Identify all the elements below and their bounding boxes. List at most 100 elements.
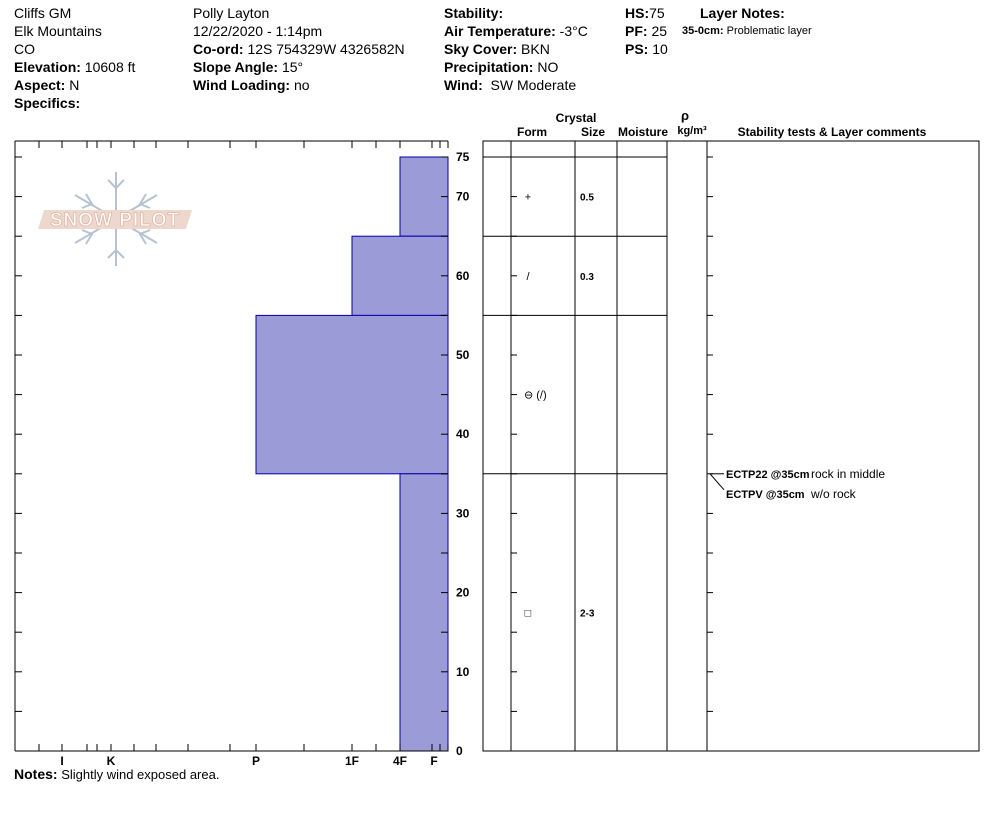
logo-text: SNOW PILOT bbox=[50, 210, 180, 231]
hardness-layer-bar bbox=[399, 156, 449, 237]
hardness-tick-label: F bbox=[430, 754, 437, 768]
size-header: Size bbox=[581, 125, 605, 139]
layer-note-row: 35-0cm: Problematic layer bbox=[682, 22, 812, 40]
depth-tick-label: 60 bbox=[456, 269, 470, 283]
depth-tick-label: 50 bbox=[456, 348, 470, 362]
layer-note-depth: 35-0cm: bbox=[682, 25, 724, 37]
stability-label: Stability: bbox=[444, 5, 504, 21]
precip-value: NO bbox=[537, 59, 559, 75]
layer-notes-heading: Layer Notes: bbox=[700, 4, 785, 22]
aspect-row: Aspect: N bbox=[14, 76, 135, 94]
depth-tick-label: 20 bbox=[456, 586, 470, 600]
state: CO bbox=[14, 41, 35, 57]
ps-row: PS: 10 bbox=[625, 40, 668, 58]
hs-value: 75 bbox=[649, 5, 665, 21]
wind-loading-label: Wind Loading: bbox=[193, 77, 291, 93]
ps-label: PS: bbox=[625, 41, 649, 57]
crystal-form-symbol: + bbox=[525, 192, 531, 204]
elevation-value: 10608 ft bbox=[84, 59, 136, 75]
air-temp-value: -3°C bbox=[559, 23, 588, 39]
specifics-label: Specifics: bbox=[14, 95, 81, 111]
hardness-tick-label: 1F bbox=[345, 754, 359, 768]
crystal-header: Crystal bbox=[556, 111, 597, 125]
stability-row: Stability: bbox=[444, 4, 588, 22]
depth-tick-label: 30 bbox=[456, 506, 470, 520]
header-weather-info: Stability: Air Temperature: -3°C Sky Cov… bbox=[444, 4, 588, 94]
slope-label: Slope Angle: bbox=[193, 59, 279, 75]
form-header: Form bbox=[517, 125, 547, 139]
precip-row: Precipitation: NO bbox=[444, 58, 588, 76]
hardness-layer-bar bbox=[255, 314, 449, 475]
hs-label: HS: bbox=[625, 5, 650, 21]
mountain-range: Elk Mountains bbox=[14, 23, 102, 39]
wind-loading-value: no bbox=[293, 77, 310, 93]
pf-label: PF: bbox=[625, 23, 648, 39]
notes-text: Slightly wind exposed area. bbox=[61, 767, 220, 782]
aspect-value: N bbox=[69, 77, 80, 93]
observer-name: Polly Layton bbox=[193, 5, 270, 21]
header-observer-info: Polly Layton 12/22/2020 - 1:14pm Co-ord:… bbox=[193, 4, 405, 94]
elevation-label: Elevation: bbox=[14, 59, 81, 75]
stability-test-comment: w/o rock bbox=[810, 487, 857, 501]
hardness-layer-bar bbox=[399, 473, 449, 752]
specifics-row: Specifics: bbox=[14, 94, 135, 112]
air-temp-label: Air Temperature: bbox=[444, 23, 556, 39]
hs-row: HS:75 bbox=[625, 4, 668, 22]
layer-notes-label: Layer Notes: bbox=[700, 5, 785, 21]
slope-row: Slope Angle: 15° bbox=[193, 58, 405, 76]
depth-tick-label: 70 bbox=[456, 190, 470, 204]
depth-tick-label: 75 bbox=[456, 150, 470, 164]
header-depth-info: HS:75 PF: 25 PS: 10 bbox=[625, 4, 668, 58]
layer-note-text: Problematic layer bbox=[726, 25, 812, 37]
hardness-tick-label: P bbox=[252, 754, 260, 768]
depth-tick-label: 40 bbox=[456, 427, 470, 441]
notes-row: Notes: Slightly wind exposed area. bbox=[14, 766, 219, 782]
pf-row: PF: 25 bbox=[625, 22, 668, 40]
crystal-form-symbol: / bbox=[526, 271, 530, 283]
crystal-panel: Crystal Form Size Moisture ρ kg/m³ Stability t… bbox=[482, 108, 980, 752]
sky-cover-label: Sky Cover: bbox=[444, 41, 518, 57]
crystal-size: 0.5 bbox=[580, 193, 594, 204]
hardness-tick-label: I bbox=[60, 754, 63, 768]
crystal-form-symbol: ⊖ (/) bbox=[524, 390, 547, 402]
pf-value: 25 bbox=[651, 23, 668, 39]
crystal-form-symbol: □ bbox=[525, 607, 532, 619]
observation-datetime: 12/22/2020 - 1:14pm bbox=[193, 23, 323, 39]
elevation-row: Elevation: 10608 ft bbox=[14, 58, 135, 76]
stability-test-name: ECTPV @35cm bbox=[726, 489, 805, 501]
stability-test-arrow bbox=[709, 473, 725, 491]
ps-value: 10 bbox=[652, 41, 668, 57]
hardness-panel: I K P 1F 4F F 0 10 20 30 40 50 60 70 75 bbox=[14, 140, 470, 768]
density-symbol-header: ρ bbox=[681, 108, 689, 123]
crystal-table-border bbox=[482, 140, 980, 752]
air-temp-row: Air Temperature: -3°C bbox=[444, 22, 588, 40]
sky-cover-value: BKN bbox=[521, 41, 550, 57]
wind-loading-row: Wind Loading: no bbox=[193, 76, 405, 94]
density-unit-header: kg/m³ bbox=[677, 125, 707, 137]
moisture-header: Moisture bbox=[618, 125, 668, 139]
hardness-tick-label: 4F bbox=[393, 754, 407, 768]
depth-tick-label: 10 bbox=[456, 665, 470, 679]
coord-row: Co-ord: 12S 754329W 4326582N bbox=[193, 40, 405, 58]
coord-label: Co-ord: bbox=[193, 41, 244, 57]
precip-label: Precipitation: bbox=[444, 59, 534, 75]
aspect-label: Aspect: bbox=[14, 77, 66, 93]
comments-header: Stability tests & Layer comments bbox=[738, 125, 927, 139]
notes-label: Notes: bbox=[14, 766, 58, 782]
crystal-size: 0.3 bbox=[580, 272, 594, 283]
sky-cover-row: Sky Cover: BKN bbox=[444, 40, 588, 58]
hardness-tick-label: K bbox=[107, 754, 116, 768]
hardness-layer-bar bbox=[351, 235, 449, 316]
wind-row: Wind: SW Moderate bbox=[444, 76, 588, 94]
snow-pilot-logo: SNOW PILOT bbox=[38, 172, 192, 266]
stability-test-name: ECTP22 @35cm bbox=[726, 469, 810, 481]
coord-value: 12S 754329W 4326582N bbox=[247, 41, 405, 57]
depth-tick-label: 0 bbox=[456, 744, 463, 758]
stability-test-comment: rock in middle bbox=[811, 467, 885, 481]
location-name: Cliffs GM bbox=[14, 5, 72, 21]
wind-label: Wind: bbox=[444, 77, 483, 93]
header-site-info: Cliffs GM Elk Mountains CO Elevation: 10… bbox=[14, 4, 135, 112]
wind-value: SW Moderate bbox=[490, 77, 577, 93]
slope-value: 15° bbox=[281, 59, 304, 75]
